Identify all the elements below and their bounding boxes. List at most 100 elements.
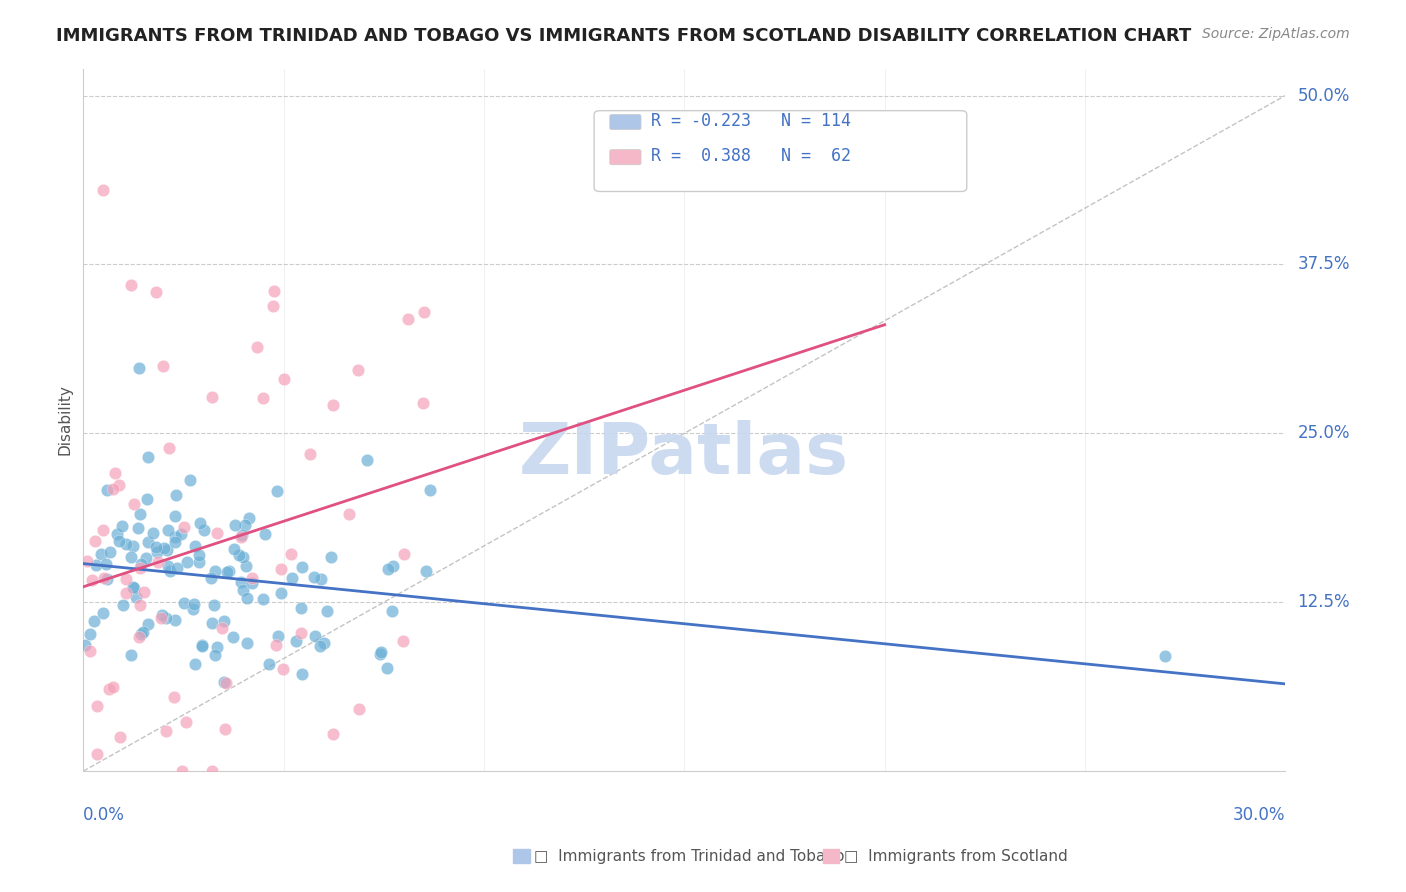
Point — [309, 640, 332, 654]
Point — [115, 537, 138, 551]
Point — [290, 601, 312, 615]
Point — [76, 554, 98, 568]
Point — [380, 604, 402, 618]
Point — [84, 558, 107, 572]
Point — [200, 571, 222, 585]
Point — [172, 764, 194, 779]
Point — [155, 611, 177, 625]
Text: □  Immigrants from Scotland: □ Immigrants from Scotland — [844, 849, 1067, 863]
Point — [273, 372, 295, 386]
Point — [73, 639, 96, 653]
Text: 30.0%: 30.0% — [1233, 806, 1285, 824]
Point — [382, 558, 405, 573]
Point — [79, 627, 101, 641]
Text: R =  0.388   N =  62: R = 0.388 N = 62 — [651, 147, 851, 165]
Point — [221, 630, 243, 644]
Point — [238, 511, 260, 525]
Point — [165, 535, 187, 549]
Point — [299, 447, 322, 461]
Point — [136, 534, 159, 549]
Point — [184, 539, 207, 553]
Text: ZIPatlas: ZIPatlas — [519, 420, 849, 490]
Point — [84, 534, 107, 549]
Point — [391, 634, 413, 648]
Point — [240, 576, 263, 591]
Text: Source: ZipAtlas.com: Source: ZipAtlas.com — [1202, 27, 1350, 41]
Point — [231, 528, 253, 542]
Point — [108, 730, 131, 744]
Point — [132, 625, 155, 640]
Point — [205, 640, 228, 655]
FancyBboxPatch shape — [610, 150, 641, 165]
Point — [129, 599, 152, 613]
Point — [187, 555, 209, 569]
Point — [142, 526, 165, 541]
Point — [179, 473, 201, 487]
Point — [201, 390, 224, 404]
Point — [125, 591, 148, 605]
Point — [80, 573, 103, 587]
FancyBboxPatch shape — [595, 111, 967, 192]
Point — [115, 573, 138, 587]
Point — [183, 597, 205, 611]
Point — [114, 586, 136, 600]
Point — [91, 523, 114, 537]
Point — [128, 508, 150, 522]
Point — [201, 615, 224, 630]
Point — [1154, 649, 1177, 664]
Point — [86, 698, 108, 713]
Point — [188, 548, 211, 562]
Point — [368, 647, 391, 661]
Point — [122, 497, 145, 511]
Point — [166, 560, 188, 574]
Text: □  Immigrants from Trinidad and Tobago: □ Immigrants from Trinidad and Tobago — [534, 849, 845, 863]
Point — [394, 547, 416, 561]
Point — [108, 477, 131, 491]
Point — [337, 507, 360, 521]
FancyBboxPatch shape — [610, 114, 641, 129]
Point — [181, 602, 204, 616]
Point — [246, 340, 269, 354]
Point — [349, 702, 371, 716]
Point — [231, 575, 253, 590]
Point — [232, 549, 254, 564]
Point — [96, 557, 118, 571]
Point — [173, 520, 195, 534]
Point — [108, 534, 131, 549]
Point — [419, 483, 441, 498]
Point — [207, 525, 229, 540]
Point — [120, 277, 142, 292]
Point — [273, 662, 295, 676]
Point — [153, 541, 176, 555]
Point — [134, 584, 156, 599]
Point — [347, 362, 370, 376]
Point — [218, 564, 240, 578]
Point — [104, 466, 127, 480]
Point — [204, 648, 226, 662]
Point — [370, 645, 392, 659]
Point — [136, 617, 159, 632]
Point — [280, 547, 302, 561]
Point — [257, 657, 280, 671]
Point — [304, 629, 326, 643]
Point — [252, 592, 274, 607]
Point — [86, 747, 108, 762]
Point — [156, 524, 179, 538]
Point — [122, 580, 145, 594]
Point — [103, 482, 125, 496]
Point — [229, 530, 252, 544]
Point — [316, 604, 339, 618]
Point — [124, 581, 146, 595]
Point — [291, 667, 314, 681]
Point — [228, 549, 250, 563]
Point — [163, 613, 186, 627]
Point — [129, 557, 152, 571]
Y-axis label: Disability: Disability — [58, 384, 72, 455]
Point — [128, 361, 150, 376]
Point — [191, 639, 214, 653]
Point — [146, 545, 169, 559]
Point — [165, 530, 187, 544]
Point — [356, 453, 378, 467]
Point — [262, 299, 284, 313]
Point — [242, 571, 264, 585]
